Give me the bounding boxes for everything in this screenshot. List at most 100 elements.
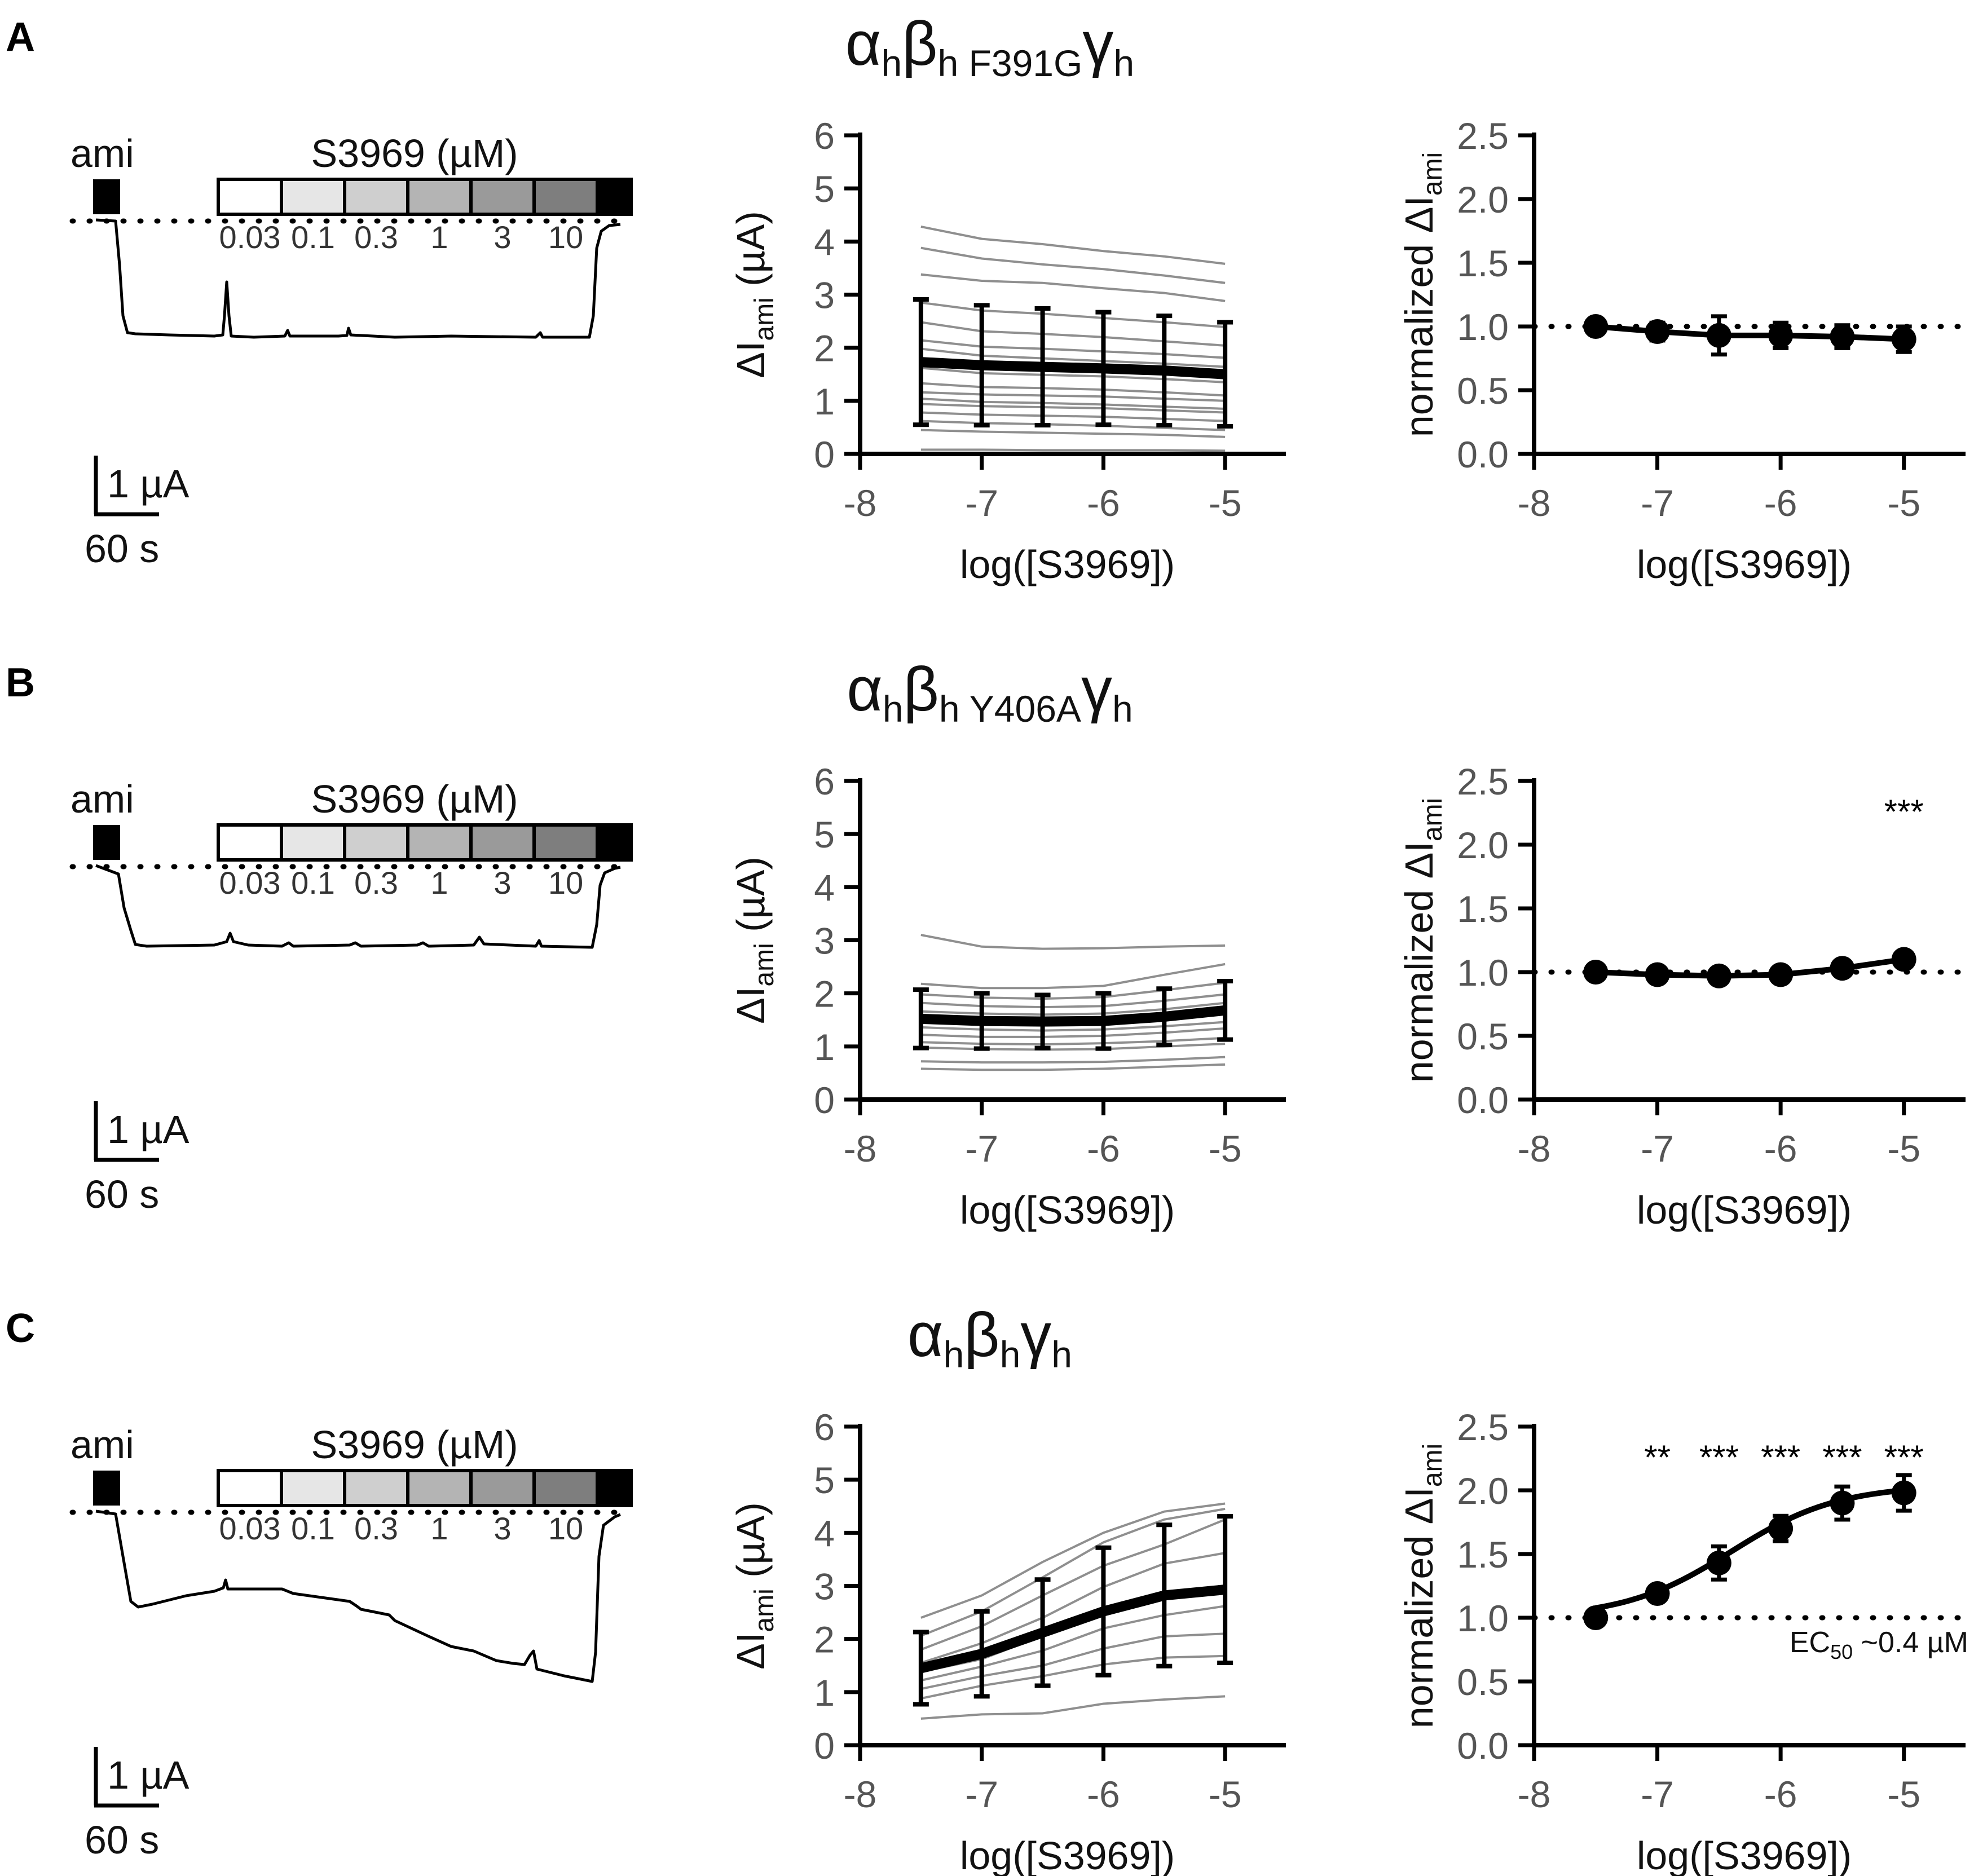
concentration-segment [532,178,599,216]
ami-block [93,179,120,214]
drug-label: S3969 (µM) [311,777,518,821]
y-tick-label: 5 [814,168,835,210]
normalized-current-plot: 0.0 0.5 1.0 1.5 2.0 2.5 -8 -7 -6 -5 log([S3969]) no… [1397,115,1968,586]
x-tick-label: -5 [1887,1773,1920,1815]
scale-current-label: 1 µA [107,462,190,506]
y-tick-label: 1.5 [1457,242,1509,284]
y-axis-label: ΔIami (µA) [729,211,779,378]
individual-cell-line [920,301,1226,328]
x-tick-label: -8 [1518,1773,1551,1815]
title-gamma-sub: h [1051,1334,1072,1375]
x-axis-label: log([S3969]) [1637,1188,1852,1232]
significance-marker: *** [1761,1438,1800,1476]
x-tick-label: -7 [1641,482,1674,524]
title-gamma-sub: h [1113,42,1134,84]
individual-cell-line [920,993,1226,1009]
ec50-annotation: EC50 ~0.4 µM [1790,1626,1968,1663]
y-tick-label: 1 [814,1672,835,1714]
y-tick-label: 2.0 [1457,1470,1509,1512]
individual-cell-line [920,367,1226,383]
scale-time-label: 60 s [85,1172,159,1216]
y-tick-label: 1.0 [1457,952,1509,994]
concentration-label: 10 [548,1511,583,1546]
concentration-segment [532,823,599,862]
data-point [1768,1516,1794,1541]
y-tick-label: 1.5 [1457,1534,1509,1575]
y-tick-label: 6 [814,1406,835,1448]
panel-letter: C [6,1306,35,1351]
data-point [1583,314,1609,339]
concentration-label: 0.03 [219,1511,281,1546]
individual-cell-line [920,1036,1226,1046]
data-point [1830,324,1855,350]
concentration-label: 3 [493,1511,511,1546]
y-axis-label: ΔIami (µA) [729,857,779,1024]
individual-cell-line [920,1654,1226,1700]
concentration-label: 10 [548,865,583,901]
x-axis-label: log([S3969]) [960,1188,1175,1232]
y-axis-label: normalized ΔIami [1397,798,1448,1083]
x-tick-label: -6 [1087,482,1120,524]
y-tick-label: 4 [814,1512,835,1554]
concentration-segment [343,1469,409,1507]
individual-cell-line [920,1027,1226,1038]
significance-marker: *** [1884,793,1924,831]
x-tick-label: -8 [844,482,877,524]
data-point [1891,326,1916,352]
data-point [1830,956,1855,981]
ami-block-end [596,1469,633,1507]
individual-cell-line [920,403,1226,414]
current-trace [95,1509,621,1683]
title-beta: β [904,655,939,724]
concentration-segment [469,823,536,862]
y-axis-label-sub: ami [750,943,779,986]
concentration-label: 1 [430,1511,448,1546]
y-tick-label: 1 [814,381,835,422]
y-tick-label: 0.0 [1457,434,1509,475]
current-trace-panel: ami S3969 (µM) 0.03 0.1 0.3 1 3 10 1 µA 60 s [69,1423,633,1862]
ami-block [93,1471,120,1506]
title-gamma: γ [1082,9,1113,78]
concentration-segment [280,823,346,862]
title-alpha: α [907,1300,944,1370]
concentration-label: 0.3 [354,865,398,901]
drug-label: S3969 (µM) [311,1423,518,1467]
y-axis-label-main: normalized ΔI [1397,1487,1441,1728]
concentration-segment [532,1469,599,1507]
y-axis-label-sub: ami [1418,798,1448,841]
y-tick-label: 4 [814,221,835,263]
concentration-segment [406,823,473,862]
y-tick-label: 1.0 [1457,1597,1509,1639]
current-trace [95,218,621,339]
x-tick-label: -7 [965,1128,998,1169]
individual-cell-line [920,1001,1226,1016]
individual-cell-line [920,1056,1226,1064]
ami-label: ami [70,131,134,175]
x-tick-label: -8 [1518,1128,1551,1169]
y-axis-label: normalized ΔIami [1397,152,1448,437]
x-tick-label: -6 [1764,1128,1797,1169]
title-alpha-sub: h [882,42,902,84]
y-tick-label: 4 [814,867,835,908]
y-tick-label: 2.5 [1457,761,1509,802]
ami-block-end [596,178,633,216]
individual-cell-line [920,1021,1226,1032]
y-tick-label: 0.0 [1457,1079,1509,1121]
x-axis-label: log([S3969]) [1637,1834,1852,1876]
x-tick-label: -7 [965,1773,998,1815]
ami-label: ami [70,777,134,821]
concentration-label: 1 [430,219,448,255]
ec50-subscript: 50 [1830,1640,1853,1663]
data-point [1706,323,1731,348]
y-tick-label: 2.5 [1457,115,1509,157]
y-tick-label: 0 [814,1725,835,1767]
fit-curve [1595,1487,1905,1611]
concentration-label: 3 [493,219,511,255]
normalized-current-plot: 0.0 0.5 1.0 1.5 2.0 2.5 -8 -7 -6 -5 log([S3969]) no… [1397,1406,1968,1876]
individual-cell-line [920,273,1226,302]
title-beta-sub: h Y406A [939,688,1081,730]
scale-current-label: 1 µA [107,1753,190,1797]
individual-cell-line [920,411,1226,422]
mean-line [920,1005,1226,1027]
